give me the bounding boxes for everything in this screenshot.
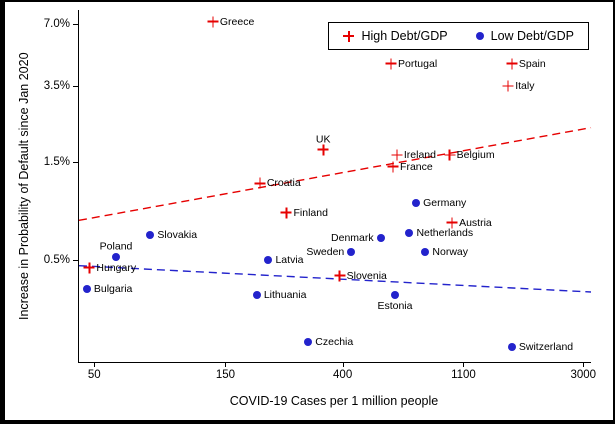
data-point-lithuania bbox=[252, 290, 261, 299]
plot-area: High Debt/GDP Low Debt/GDP 50 150 400 1100 3… bbox=[44, 10, 596, 381]
legend-label-low-debt: Low Debt/GDP bbox=[490, 29, 574, 43]
point-label-poland: Poland bbox=[99, 240, 133, 253]
point-label-finland: Finland bbox=[293, 206, 328, 219]
y-tick-label: 0.5% bbox=[43, 254, 70, 267]
point-label-norway: Norway bbox=[432, 245, 469, 258]
x-tick-mark bbox=[342, 362, 344, 367]
circle-marker-icon bbox=[475, 32, 484, 40]
point-label-switzerland: Switzerland bbox=[518, 340, 574, 353]
data-point-latvia bbox=[264, 256, 273, 265]
y-tick-label: 1.5% bbox=[43, 155, 70, 168]
y-tick-mark bbox=[73, 161, 79, 163]
x-tick-mark bbox=[94, 362, 96, 367]
point-label-greece: Greece bbox=[219, 15, 255, 28]
data-point-bulgaria bbox=[82, 285, 91, 294]
y-tick-mark bbox=[73, 86, 79, 88]
data-point-croatia bbox=[254, 177, 266, 189]
point-label-ireland: Ireland bbox=[403, 148, 436, 161]
data-point-hungary bbox=[83, 262, 95, 274]
point-label-spain: Spain bbox=[518, 57, 546, 70]
plus-marker-icon bbox=[343, 30, 355, 42]
point-label-austria: Austria bbox=[459, 216, 492, 229]
data-point-finland bbox=[280, 207, 292, 219]
legend-label-high-debt: High Debt/GDP bbox=[361, 29, 448, 43]
data-point-germany bbox=[412, 198, 421, 207]
point-label-slovenia: Slovenia bbox=[346, 269, 387, 282]
data-point-ireland bbox=[391, 149, 403, 161]
point-label-netherlands: Netherlands bbox=[416, 226, 474, 239]
data-point-austria bbox=[446, 217, 458, 229]
y-tick-label: 7.0% bbox=[43, 18, 70, 31]
x-tick-label: 50 bbox=[87, 369, 101, 381]
legend-item-high-debt: High Debt/GDP bbox=[343, 29, 448, 43]
y-tick-mark bbox=[73, 260, 79, 262]
point-label-estonia: Estonia bbox=[377, 299, 413, 312]
point-label-lithuania: Lithuania bbox=[263, 288, 307, 301]
x-tick-mark bbox=[463, 362, 465, 367]
data-point-france bbox=[387, 161, 399, 173]
data-point-spain bbox=[506, 58, 518, 70]
data-point-estonia bbox=[390, 290, 399, 299]
x-axis-title: COVID-19 Cases per 1 million people bbox=[229, 394, 439, 408]
y-tick-label: 3.5% bbox=[43, 80, 70, 93]
data-point-denmark bbox=[376, 234, 385, 243]
point-label-czechia: Czechia bbox=[315, 335, 354, 348]
y-tick-mark bbox=[73, 24, 79, 26]
point-label-latvia: Latvia bbox=[275, 253, 304, 266]
point-label-belgium: Belgium bbox=[456, 148, 495, 161]
point-label-denmark: Denmark bbox=[331, 231, 374, 244]
x-tick-mark bbox=[225, 362, 227, 367]
point-label-hungary: Hungary bbox=[96, 261, 137, 274]
data-point-sweden bbox=[347, 247, 356, 256]
point-label-slovakia: Slovakia bbox=[157, 229, 198, 242]
x-tick-label: 400 bbox=[333, 369, 353, 381]
data-point-slovenia bbox=[334, 270, 346, 282]
x-tick-mark bbox=[583, 362, 585, 367]
trend-line-high-debt bbox=[78, 126, 592, 222]
point-label-sweden: Sweden bbox=[306, 245, 345, 258]
data-point-poland bbox=[112, 252, 121, 261]
point-label-uk: UK bbox=[315, 133, 331, 146]
legend: High Debt/GDP Low Debt/GDP bbox=[328, 22, 589, 50]
point-label-portugal: Portugal bbox=[398, 57, 438, 70]
y-axis-title: Increase in Probability of Default since… bbox=[17, 52, 31, 320]
data-point-portugal bbox=[385, 58, 397, 70]
x-tick-label: 150 bbox=[215, 369, 236, 381]
point-label-italy: Italy bbox=[515, 79, 535, 92]
trend-lines-layer bbox=[78, 126, 592, 293]
data-point-italy bbox=[502, 80, 514, 92]
data-point-greece bbox=[207, 16, 219, 28]
x-tick-label: 3000 bbox=[570, 369, 597, 381]
data-point-slovakia bbox=[146, 231, 155, 240]
legend-item-low-debt: Low Debt/GDP bbox=[475, 29, 574, 43]
data-point-czechia bbox=[304, 338, 313, 347]
data-point-norway bbox=[421, 247, 430, 256]
data-point-netherlands bbox=[405, 228, 414, 237]
data-point-belgium bbox=[444, 149, 456, 161]
point-label-croatia: Croatia bbox=[266, 177, 301, 190]
x-tick-label: 1100 bbox=[451, 369, 476, 381]
data-point-switzerland bbox=[507, 342, 516, 351]
point-label-germany: Germany bbox=[423, 196, 467, 209]
data-point-uk bbox=[317, 144, 329, 156]
point-label-france: France bbox=[400, 160, 433, 173]
point-label-bulgaria: Bulgaria bbox=[93, 283, 133, 296]
trend-line-low-debt bbox=[78, 264, 592, 293]
